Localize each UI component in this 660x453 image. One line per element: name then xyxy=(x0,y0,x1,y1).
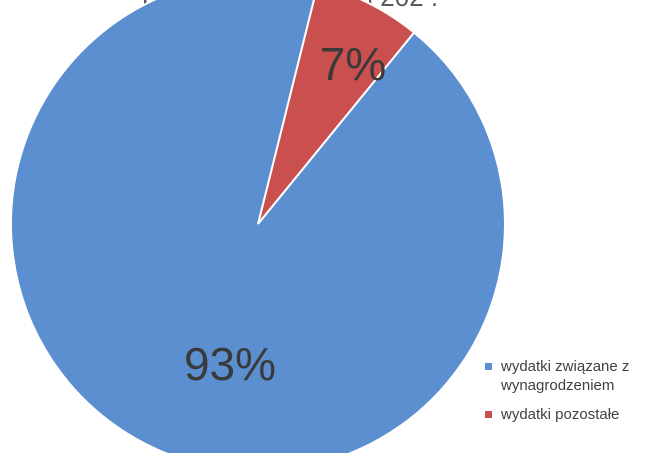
pie-data-labels: 93% 7% xyxy=(184,38,386,390)
legend-item-pozostale: wydatki pozostałe xyxy=(485,405,657,424)
legend-swatch-red xyxy=(485,411,492,418)
slice-pozostale xyxy=(257,0,416,225)
pie-slices xyxy=(10,0,506,453)
slice-wynagrodzenie xyxy=(10,0,506,453)
legend: wydatki związane z wynagrodzeniem wydatk… xyxy=(485,357,657,434)
legend-item-wynagrodzenie: wydatki związane z wynagrodzeniem xyxy=(485,357,657,395)
legend-swatch-blue xyxy=(485,363,492,370)
legend-label: wydatki związane z wynagrodzeniem xyxy=(501,358,630,394)
legend-label: wydatki pozostałe xyxy=(501,406,620,423)
data-label-pozostale: 7% xyxy=(320,38,386,90)
data-label-wynagrodzenie: 93% xyxy=(184,338,276,390)
